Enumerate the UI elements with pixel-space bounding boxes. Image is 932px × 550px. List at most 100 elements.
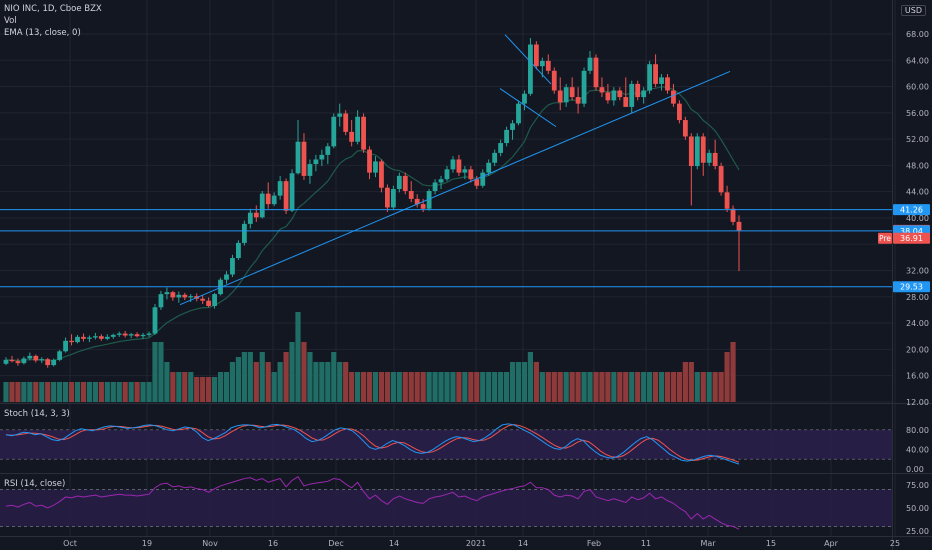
candle-body [81,336,86,339]
volume-bar [492,372,498,402]
volume-bar [450,372,456,402]
candle [98,334,104,341]
candle-body [724,192,730,209]
volume-bar [515,362,522,402]
volume-bar [498,372,504,402]
candle [134,332,140,338]
candle-body [516,103,521,124]
candle-body [390,189,396,208]
candle [611,87,617,106]
candle-body [420,204,426,209]
candle [289,169,295,213]
x-tick: 14 [518,539,528,548]
price-label-text: 36.91 [900,234,923,243]
candle [319,149,325,167]
candle [647,60,653,94]
volume-bar [325,362,331,402]
volume-bar [718,372,724,402]
x-tick: 14 [389,539,399,548]
x-tick: Mar [700,539,716,548]
candle-body [665,77,670,91]
candle [92,332,98,340]
volume-bar [265,362,271,402]
candle-body [271,195,277,205]
candle-body [522,93,527,104]
price-label-bg [893,281,930,293]
candle-body [408,191,414,199]
candle-body [688,136,694,167]
candle [170,290,176,301]
candle [659,74,664,91]
candle-body [277,181,283,196]
volume-bar [331,352,337,402]
volume-bar [468,372,474,402]
volume-bar [176,372,182,402]
candle [253,205,259,222]
candle [3,357,9,366]
candle [528,37,533,96]
candle-body [27,355,33,359]
trendline [499,88,557,128]
price-tick: 40.00 [906,214,929,223]
candle-body [152,307,158,334]
candle-body [539,60,545,67]
price-tick: 60.00 [906,83,929,92]
price-label: 41.26 [893,204,930,216]
ema-legend[interactable]: EMA (13, close, 0) [4,28,81,38]
volume-bar [480,372,486,402]
candle-body [533,44,539,67]
rsi-tick: 75.00 [906,481,929,490]
candle [629,80,635,114]
stoch-tick: 80.00 [906,426,929,435]
candle [146,331,152,337]
volume-bar [670,372,677,402]
price-label-bg [893,204,930,216]
candle [265,182,271,209]
price-label-text: 29.53 [900,283,923,292]
candle [563,83,569,107]
volume-bar [289,342,295,402]
candle [480,169,486,188]
rsi-legend[interactable]: RSI (14, close) [4,479,66,489]
candle-body [361,116,366,150]
price-tick: 28.00 [906,293,929,302]
x-tick: 25 [890,539,900,548]
volume-bar [647,372,653,402]
volume-bar [539,372,545,402]
candle [682,116,688,140]
candle-body [736,221,742,231]
volume-bar [45,382,51,402]
candle [15,358,21,366]
candle [110,333,116,339]
ema-line [5,86,740,362]
candle-body [206,300,212,306]
candle-body [283,181,289,211]
vol-legend[interactable]: Vol [4,16,17,26]
candle-body [474,179,480,186]
candle [27,352,33,361]
price-tick: 68.00 [906,30,929,39]
volume-bar [658,372,665,402]
volume-bar [545,372,551,402]
candle [605,83,611,104]
candle [128,332,134,339]
candle-body [528,44,533,94]
volume-bar [360,372,367,402]
volume-bar [134,382,140,402]
candle-body [599,87,605,93]
currency-badge[interactable]: USD [900,5,926,16]
stoch-legend[interactable]: Stoch (14, 3, 3) [4,409,70,419]
candle [81,333,86,342]
candle [587,51,593,75]
volume-bar [378,372,385,402]
candle-body [557,90,563,103]
candle-body [182,294,188,298]
volume-bar [15,382,21,402]
candle-body [623,97,629,107]
volume-bar [688,362,694,402]
symbol-legend[interactable]: NIO INC, 1D, Cboe BZX [4,4,102,14]
candle [373,156,378,178]
candle [390,185,396,211]
candle-body [57,351,63,360]
